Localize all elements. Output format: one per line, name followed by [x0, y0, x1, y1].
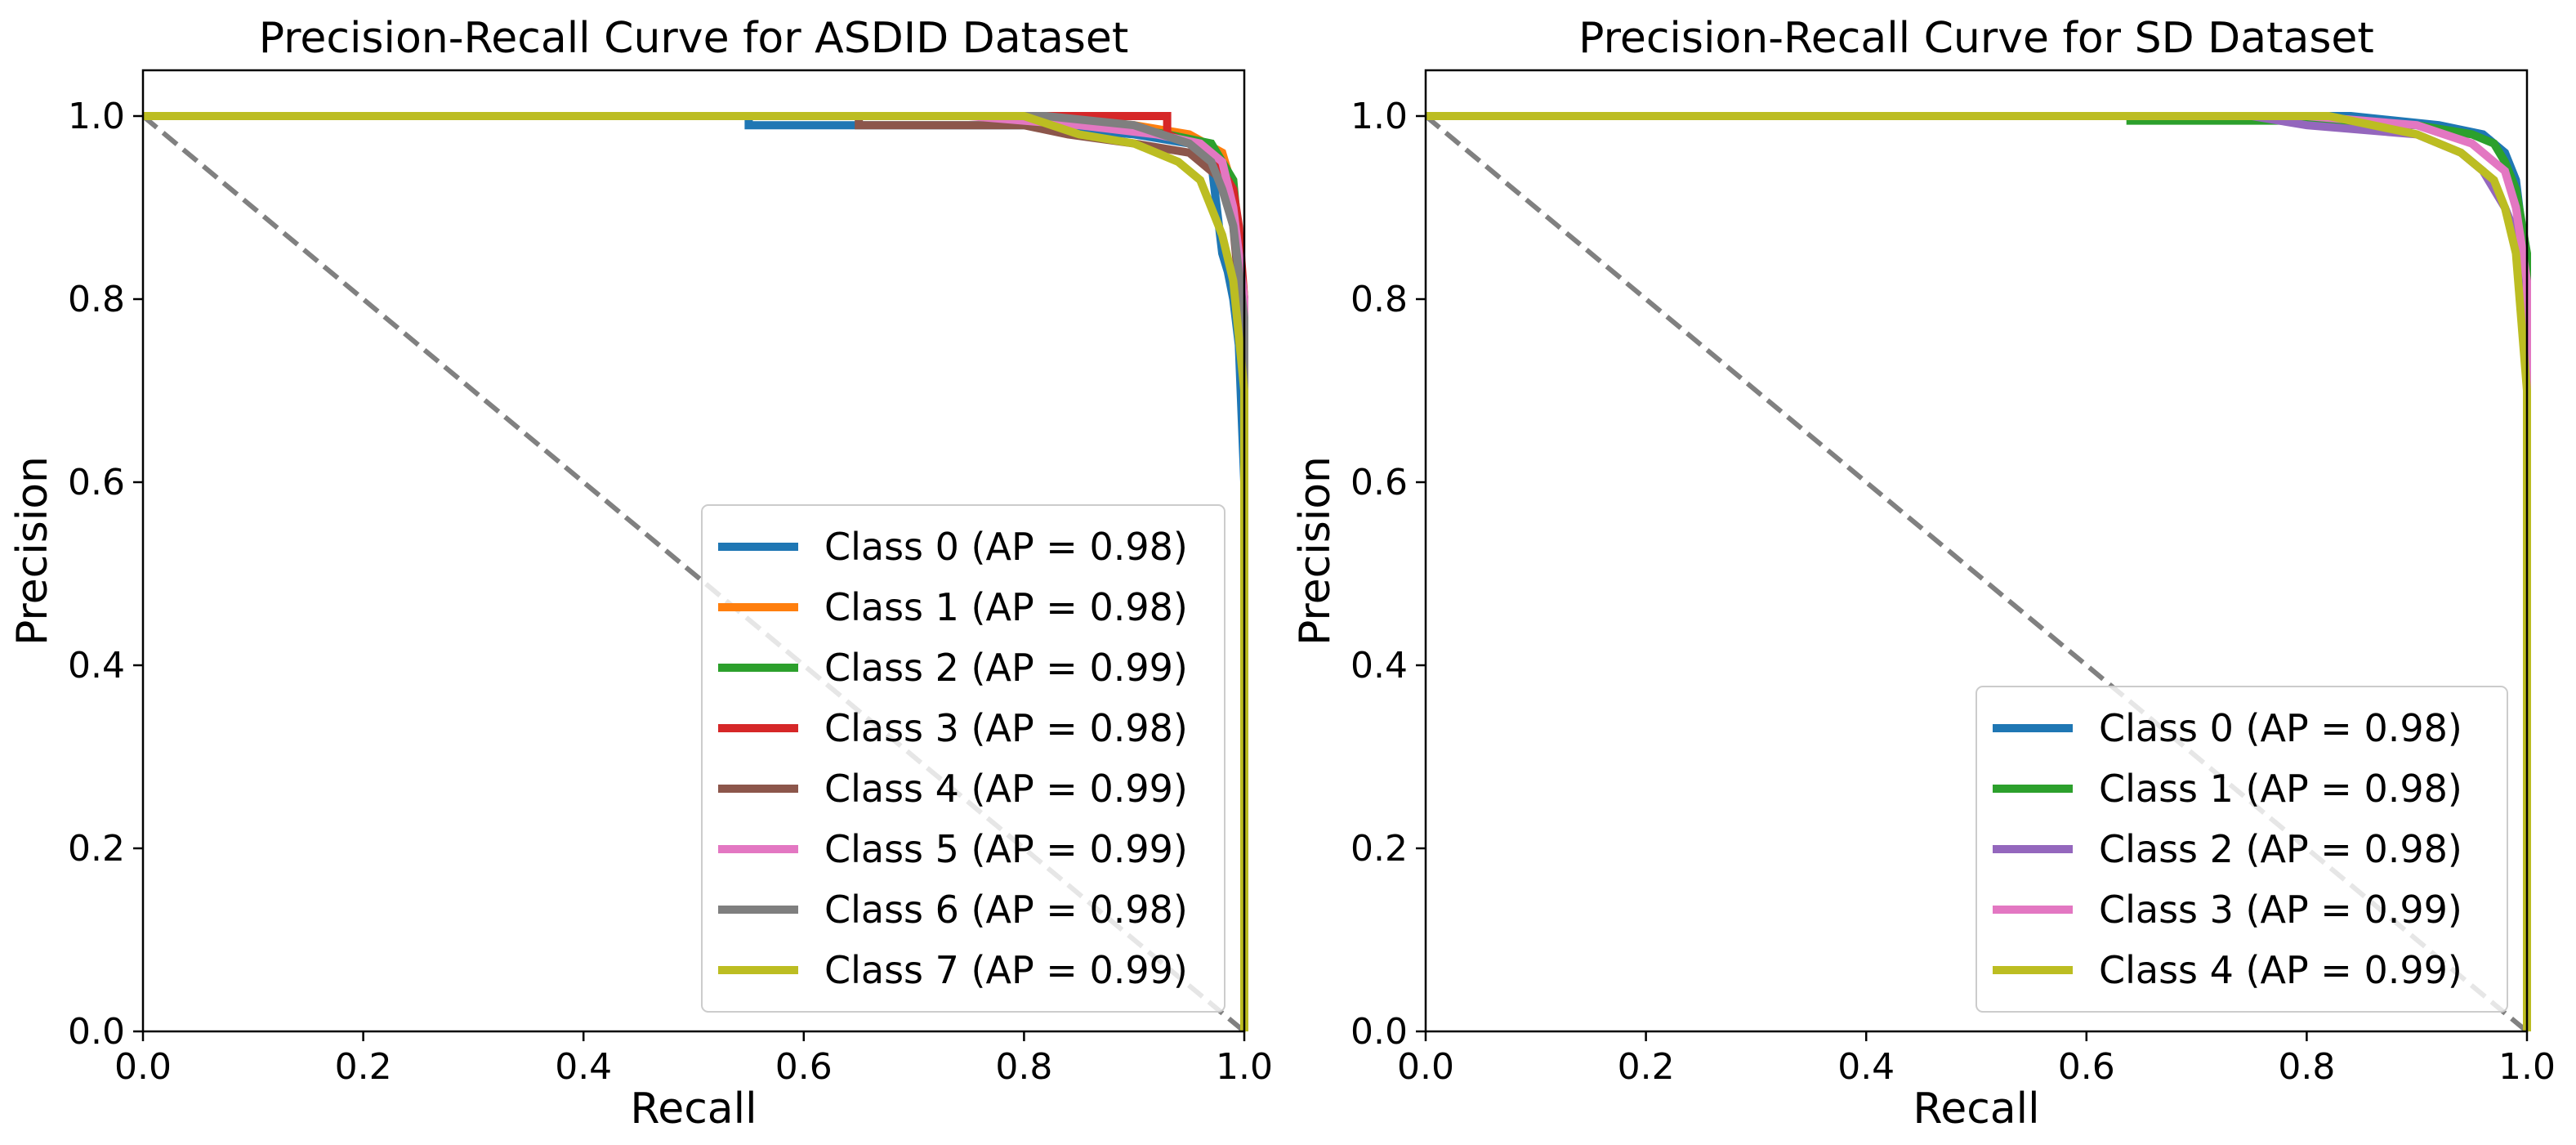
plot-frame — [141, 69, 1246, 1033]
y-tick-label: 0.4 — [1351, 645, 1408, 687]
legend-label: Class 1 (AP = 0.98) — [2099, 767, 2462, 811]
y-tick-label: 0.6 — [68, 462, 125, 503]
y-tick-label: 0.2 — [68, 828, 125, 870]
legend-label: Class 2 (AP = 0.98) — [2099, 827, 2462, 871]
y-tick-label: 0.8 — [68, 279, 125, 320]
y-axis-label: Precision — [1291, 456, 1340, 646]
chart-title: Precision-Recall Curve for SD Dataset — [1578, 14, 2374, 63]
legend-item: Class 3 (AP = 0.99) — [1993, 888, 2462, 932]
y-tick-label: 1.0 — [68, 96, 125, 137]
legend-label: Class 0 (AP = 0.98) — [2099, 706, 2462, 750]
legend-label: Class 4 (AP = 0.99) — [824, 767, 1188, 811]
chart-title: Precision-Recall Curve for ASDID Dataset — [259, 14, 1129, 63]
chart-sd: Precision-Recall Curve for SD Dataset Re… — [1291, 14, 2556, 1134]
y-tick-label: 0.8 — [1351, 279, 1408, 320]
y-tick-label: 1.0 — [1351, 96, 1408, 137]
legend-item: Class 0 (AP = 0.98) — [1993, 706, 2462, 750]
series-line-class-7 — [143, 112, 1248, 1031]
series-line-class-4 — [1426, 112, 2531, 1031]
x-tick-label: 1.0 — [2498, 1046, 2556, 1088]
y-tick-label: 0.2 — [1351, 828, 1408, 870]
y-axis-label: Precision — [8, 456, 57, 646]
legend-item: Class 4 (AP = 0.99) — [718, 767, 1188, 811]
legend: Class 0 (AP = 0.98) Class 1 (AP = 0.98) Cl… — [701, 504, 1225, 1013]
plot-frame — [1424, 69, 2529, 1033]
legend-label: Class 5 (AP = 0.99) — [824, 827, 1188, 871]
x-tick-label: 0.8 — [995, 1046, 1052, 1088]
x-tick-label: 0.0 — [1397, 1046, 1454, 1088]
x-tick-label: 0.4 — [1837, 1046, 1895, 1088]
legend-label: Class 3 (AP = 0.98) — [824, 706, 1188, 750]
legend-label: Class 4 (AP = 0.99) — [2099, 948, 2462, 992]
legend: Class 0 (AP = 0.98) Class 1 (AP = 0.98) Cl… — [1976, 686, 2508, 1013]
legend-item: Class 1 (AP = 0.98) — [1993, 767, 2462, 811]
legend-label: Class 2 (AP = 0.99) — [824, 646, 1188, 690]
x-tick-label: 1.0 — [1216, 1046, 1273, 1088]
x-tick-label: 0.0 — [114, 1046, 172, 1088]
y-tick-label: 0.0 — [68, 1011, 125, 1053]
y-tick-label: 0.0 — [1351, 1011, 1408, 1053]
legend-box — [1976, 686, 2508, 1013]
x-axis-label: Recall — [1913, 1085, 2039, 1134]
x-tick-label: 0.2 — [335, 1046, 392, 1088]
legend-label: Class 1 (AP = 0.98) — [824, 585, 1188, 629]
legend-item: Class 3 (AP = 0.98) — [718, 706, 1188, 750]
legend-label: Class 7 (AP = 0.99) — [824, 948, 1188, 992]
legend-label: Class 3 (AP = 0.99) — [2099, 888, 2462, 932]
legend-item: Class 5 (AP = 0.99) — [718, 827, 1188, 871]
legend-item: Class 2 (AP = 0.99) — [718, 646, 1188, 690]
x-tick-label: 0.2 — [1618, 1046, 1675, 1088]
legend-item: Class 4 (AP = 0.99) — [1993, 948, 2462, 992]
x-axis-label: Recall — [630, 1085, 757, 1134]
y-tick-label: 0.6 — [1351, 462, 1408, 503]
legend-item: Class 2 (AP = 0.98) — [1993, 827, 2462, 871]
x-tick-label: 0.6 — [775, 1046, 833, 1088]
x-tick-label: 0.8 — [2278, 1046, 2335, 1088]
legend-label: Class 6 (AP = 0.98) — [824, 888, 1188, 932]
legend-item: Class 6 (AP = 0.98) — [718, 888, 1188, 932]
y-tick-label: 0.4 — [68, 645, 125, 687]
legend-item: Class 0 (AP = 0.98) — [718, 525, 1188, 569]
legend-label: Class 0 (AP = 0.98) — [824, 525, 1188, 569]
x-tick-label: 0.4 — [555, 1046, 612, 1088]
legend-item: Class 7 (AP = 0.99) — [718, 948, 1188, 992]
chart-asdid: Precision-Recall Curve for ASDID Dataset… — [8, 14, 1273, 1134]
legend-box — [701, 504, 1225, 1013]
x-tick-label: 0.6 — [2058, 1046, 2115, 1088]
legend-item: Class 1 (AP = 0.98) — [718, 585, 1188, 629]
